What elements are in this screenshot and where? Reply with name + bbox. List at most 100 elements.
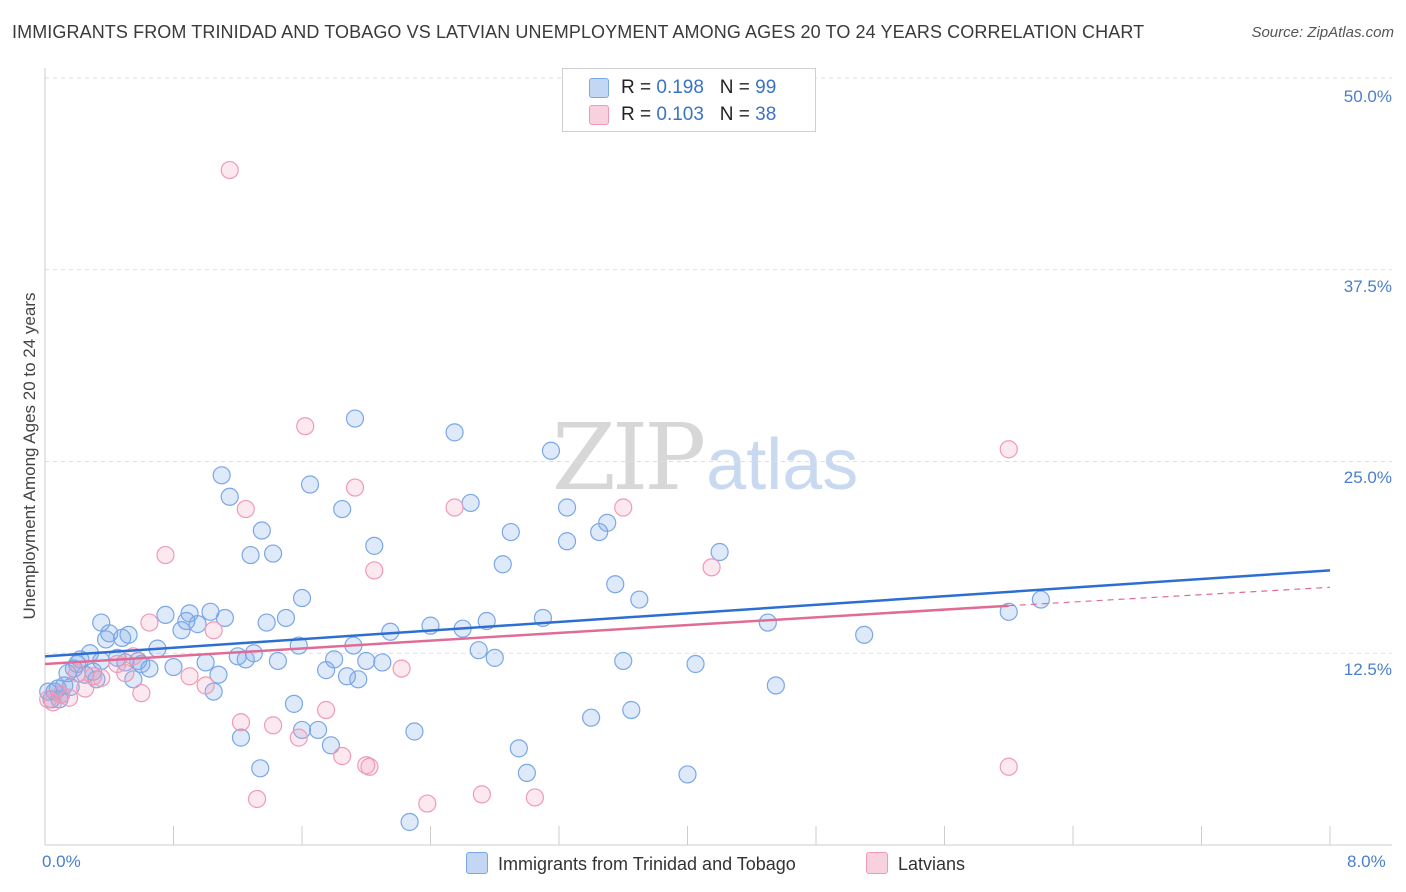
trinidad-point [557, 498, 577, 517]
trinidad-point [582, 708, 601, 727]
latvian-point [702, 558, 721, 577]
latvian-point [999, 440, 1018, 459]
n-value: 99 [755, 77, 777, 98]
y-tick-label: 25.0% [1343, 468, 1392, 487]
latvian-point [59, 688, 79, 707]
chart-title: IMMIGRANTS FROM TRINIDAD AND TOBAGO VS L… [12, 22, 1145, 42]
trinidad-point [349, 670, 368, 689]
trinidad-point [231, 728, 251, 747]
trinidad-point [292, 588, 312, 608]
pink-swatch-icon [866, 852, 888, 874]
y-axis-label: Unemployment Among Ages 20 to 24 years [20, 292, 39, 620]
trinidad-point [156, 605, 175, 625]
blue-swatch-icon [589, 78, 609, 98]
n-label: N = [719, 104, 750, 125]
latvian-point [231, 713, 251, 732]
latvian-point [525, 788, 545, 807]
r-label: R = [621, 77, 652, 98]
trinidad-point [308, 720, 328, 740]
trend-lines [44, 569, 1331, 666]
trinidad-point [686, 654, 705, 674]
latvian-point [68, 664, 87, 683]
latvian-point [204, 621, 223, 640]
legend-label: Latvians [898, 854, 966, 874]
latvian-point [333, 746, 352, 766]
trinidad-point [119, 625, 138, 644]
trinidad-point [469, 641, 488, 660]
latvian-point [263, 716, 283, 735]
latvian-point [180, 667, 199, 686]
latvian-trend-line [44, 604, 1009, 666]
latvian-point [116, 664, 135, 683]
n-value: 38 [755, 104, 777, 125]
series-latvian-points [39, 160, 1018, 813]
trinidad-point [215, 608, 234, 628]
watermark-zip: ZIP [552, 404, 706, 511]
latvian-point [220, 160, 239, 180]
trinidad-point [251, 759, 270, 778]
trinidad-point [268, 651, 288, 671]
trinidad-point [598, 513, 617, 532]
trinidad-point [405, 722, 424, 741]
watermark: ZIPatlas [552, 404, 858, 511]
trinidad-point [622, 700, 641, 720]
latvian-point [445, 498, 464, 517]
legend-item-latvians[interactable]: Latvians [866, 852, 965, 875]
trinidad-point [766, 676, 785, 695]
trinidad-point [630, 590, 649, 609]
trinidad-point [614, 651, 633, 671]
x-tick-label-min: 0.0% [42, 852, 81, 871]
source-credit: Source: ZipAtlas.com [1251, 24, 1394, 41]
trinidad-point [557, 532, 577, 551]
latvian-point [156, 545, 175, 565]
latvian-point [247, 789, 267, 809]
trinidad-point [196, 653, 215, 672]
trinidad-point [252, 521, 271, 540]
trinidad-point [678, 765, 697, 784]
latvian-point [196, 676, 215, 695]
trinidad-point [257, 613, 276, 632]
axes [44, 68, 1392, 846]
trinidad-point [345, 409, 365, 428]
trinidad-point [212, 466, 231, 485]
trinidad-point [461, 493, 480, 513]
latvian-point [316, 700, 336, 720]
trinidad-point [373, 653, 392, 672]
r-value: 0.103 [656, 104, 704, 125]
legend-label: Immigrants from Trinidad and Tobago [498, 854, 796, 874]
trinidad-point [541, 441, 561, 460]
trinidad-point [321, 736, 341, 755]
trinidad-point [445, 423, 464, 442]
n-label: N = [719, 77, 750, 98]
trinidad-point [357, 651, 376, 671]
latvian-point [999, 757, 1018, 776]
legend-item-trinidad[interactable]: Immigrants from Trinidad and Tobago [466, 852, 796, 875]
latvian-point [418, 794, 437, 813]
trinidad-trend-line [44, 569, 1331, 658]
latvian-point [92, 668, 111, 687]
trinidad-point [501, 522, 520, 542]
trinidad-point [485, 648, 504, 667]
trinidad-point [188, 615, 207, 634]
pink-swatch-icon [589, 105, 609, 125]
series-trinidad-points [39, 409, 1050, 832]
y-tick-label: 37.5% [1343, 277, 1392, 296]
trinidad-point [517, 763, 536, 783]
trinidad-point [284, 694, 304, 713]
latvian-point [296, 417, 315, 436]
trinidad-point [276, 608, 296, 628]
trinidad-point [509, 739, 528, 758]
trinidad-point [220, 487, 239, 506]
latvian-point [289, 728, 308, 747]
trinidad-point [244, 644, 263, 663]
trinidad-point [300, 475, 320, 494]
trinidad-point [1031, 590, 1050, 609]
latvian-point [614, 498, 633, 517]
trinidad-point [337, 667, 357, 686]
trinidad-point [400, 812, 419, 832]
watermark-atlas: atlas [706, 425, 859, 505]
latvian-point [345, 478, 365, 497]
trinidad-point [333, 499, 352, 519]
latvian-point [140, 613, 159, 632]
